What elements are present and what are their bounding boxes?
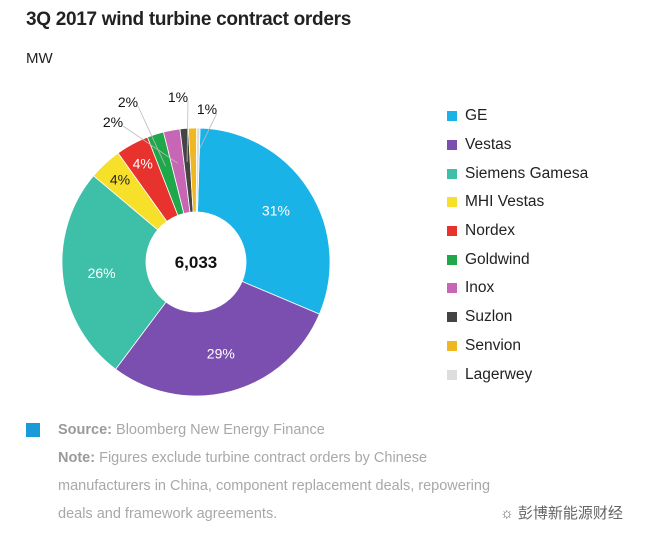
legend-swatch	[447, 140, 457, 151]
leader-line	[186, 100, 189, 162]
data-label: 29%	[207, 346, 235, 362]
legend-label: GE	[465, 107, 488, 125]
legend-swatch	[447, 340, 457, 351]
legend-item: Goldwind	[447, 245, 588, 274]
legend-label: Lagerwey	[465, 365, 533, 383]
legend-swatch	[447, 312, 457, 323]
legend-label: Suzlon	[465, 308, 513, 326]
legend-label: Goldwind	[465, 250, 530, 268]
legend-label: Inox	[465, 279, 495, 297]
legend-item: MHI Vestas	[447, 188, 588, 217]
legend-label: Senvion	[465, 336, 522, 354]
legend-swatch	[447, 111, 457, 122]
legend: GE Vestas Siemens Gamesa MHI Vestas Nordex Go…	[447, 102, 588, 389]
leader-line	[137, 105, 166, 167]
watermark: ☼ 彭博新能源财经	[500, 505, 623, 522]
donut-hole	[146, 212, 246, 312]
data-label: 1%	[197, 101, 217, 117]
center-total: 6,033	[175, 253, 218, 272]
note-line-3: deals and framework agreements.	[58, 506, 278, 522]
data-label: 1%	[168, 89, 188, 105]
data-label: 4%	[110, 172, 130, 188]
legend-item: Vestas	[447, 131, 588, 160]
legend-swatch	[447, 254, 457, 265]
legend-label: Nordex	[465, 222, 515, 240]
unit-label: MW	[26, 50, 53, 67]
legend-swatch	[447, 197, 457, 208]
legend-item: Lagerwey	[447, 360, 588, 389]
legend-swatch	[447, 226, 457, 237]
source-line: Source: Bloomberg New Energy Finance	[58, 422, 325, 438]
data-label: 26%	[88, 265, 116, 281]
legend-swatch	[447, 369, 457, 380]
chart-title: 3Q 2017 wind turbine contract orders	[26, 9, 351, 30]
legend-item: Nordex	[447, 217, 588, 246]
note-line-1: Note: Figures exclude turbine contract o…	[58, 450, 428, 466]
data-label: 2%	[118, 94, 138, 110]
source-marker	[26, 423, 40, 437]
data-label: 4%	[133, 155, 153, 171]
legend-label: MHI Vestas	[465, 193, 545, 211]
legend-label: Vestas	[465, 136, 512, 154]
note-line-2: manufacturers in China, component replac…	[58, 478, 491, 494]
legend-swatch	[447, 283, 457, 294]
leader-line	[122, 125, 178, 164]
data-label: 2%	[103, 114, 123, 130]
legend-item: GE	[447, 102, 588, 131]
legend-item: Senvion	[447, 332, 588, 361]
legend-item: Siemens Gamesa	[447, 159, 588, 188]
legend-item: Inox	[447, 274, 588, 303]
legend-label: Siemens Gamesa	[465, 164, 589, 182]
legend-swatch	[447, 168, 457, 179]
legend-item: Suzlon	[447, 303, 588, 332]
data-label: 31%	[262, 203, 290, 219]
